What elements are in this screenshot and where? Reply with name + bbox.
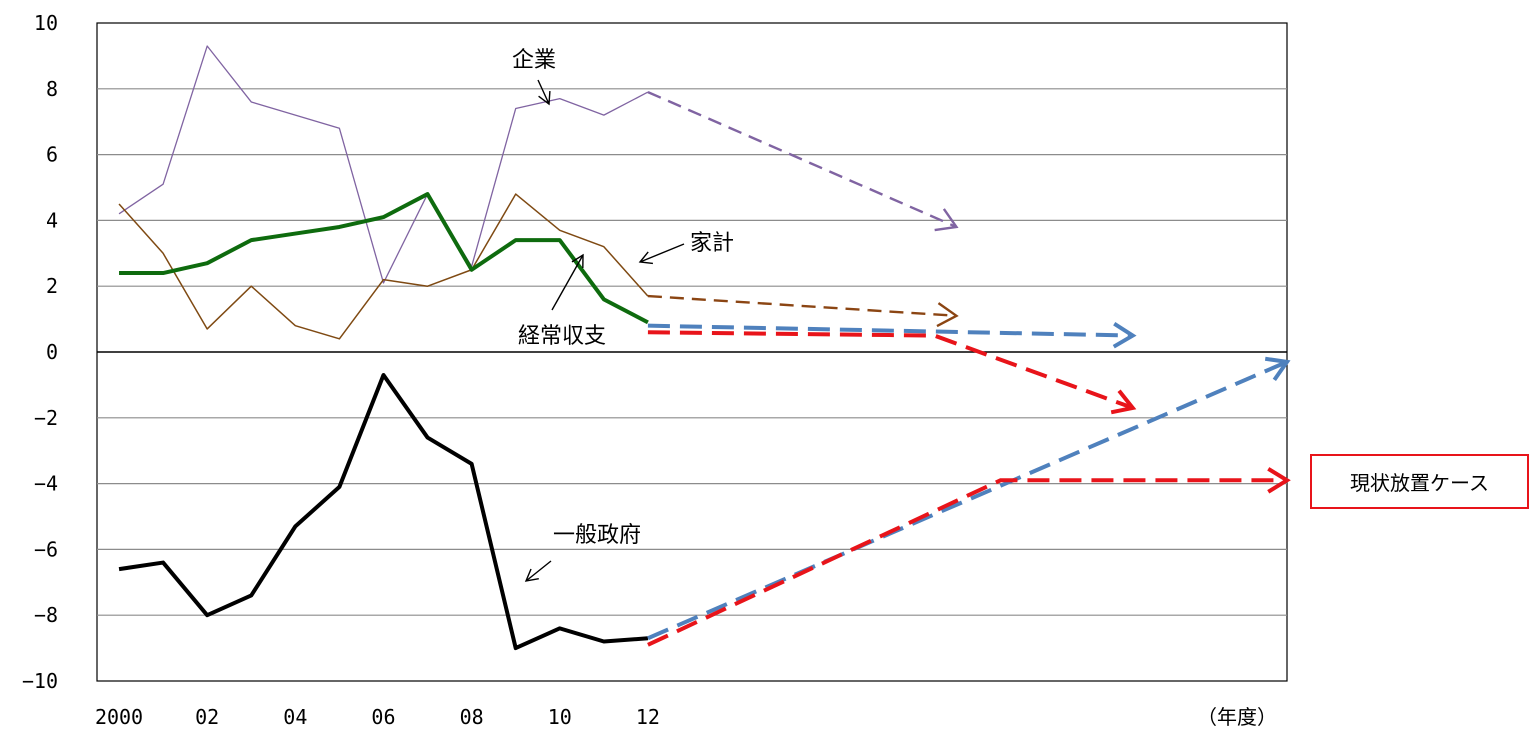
x-axis-tick-labels: 2000 02 04 06 08 10 12 — [95, 705, 660, 729]
series-line — [119, 192, 649, 325]
series-lines — [118, 45, 649, 651]
y-tick-label: 2 — [46, 274, 58, 298]
annotation-pointer — [551, 254, 584, 311]
projection-line — [647, 330, 1134, 410]
projection-line — [647, 294, 957, 318]
annotation-pointer — [537, 79, 550, 105]
annotation-pointer — [525, 560, 552, 582]
projection-line — [647, 323, 1133, 338]
annotation-label: 企業 — [512, 48, 556, 73]
annotation-label: 家計 — [690, 231, 734, 256]
x-axis-unit-label: （年度） — [1197, 705, 1277, 729]
y-tick-label: 4 — [46, 208, 58, 232]
x-tick-label: 2000 — [95, 705, 143, 729]
projection-arrows — [647, 90, 1291, 647]
y-tick-label: −4 — [34, 472, 58, 496]
y-tick-label: 6 — [46, 143, 58, 167]
y-axis-tick-labels: 10 8 6 4 2 0 −2 −4 −6 −8 −10 — [22, 11, 58, 693]
projection-arrowhead — [1267, 467, 1291, 494]
x-tick-label: 02 — [195, 705, 219, 729]
x-tick-label: 04 — [283, 705, 307, 729]
projection-line — [647, 478, 1287, 647]
annotation-label: 経常収支 — [518, 324, 606, 349]
y-tick-label: 8 — [46, 77, 58, 101]
projection-arrowhead — [934, 208, 959, 232]
annotation-arrowhead — [638, 251, 653, 265]
projection-arrowhead — [936, 302, 959, 328]
series-line — [118, 373, 649, 651]
annotation-arrowhead — [524, 568, 539, 582]
projection-line — [647, 90, 957, 229]
projection-arrowhead — [1110, 389, 1137, 415]
annotation-label: 一般政府 — [553, 523, 641, 548]
case-legend-box: 現状放置ケース — [1310, 454, 1529, 509]
y-tick-label: −2 — [34, 406, 58, 430]
projection-line — [647, 360, 1288, 641]
x-tick-label: 12 — [636, 705, 660, 729]
annotation-arrowhead — [571, 253, 584, 269]
grid-lines — [96, 22, 1288, 682]
series-line — [118, 193, 649, 340]
y-tick-label: −10 — [22, 669, 58, 693]
projection-arrowhead — [1112, 321, 1137, 349]
annotation-pointer — [639, 243, 685, 263]
y-tick-label: −8 — [34, 603, 58, 627]
x-tick-label: 06 — [371, 705, 395, 729]
x-tick-label: 08 — [460, 705, 484, 729]
x-tick-label: 10 — [548, 705, 572, 729]
y-tick-label: 0 — [46, 340, 58, 364]
annotation-arrowhead — [538, 90, 551, 106]
series-line — [118, 45, 649, 284]
projection-arrowhead — [1264, 356, 1291, 382]
y-tick-label: −6 — [34, 537, 58, 561]
y-tick-label: 10 — [34, 11, 58, 35]
case-legend-label: 現状放置ケース — [1350, 471, 1489, 495]
